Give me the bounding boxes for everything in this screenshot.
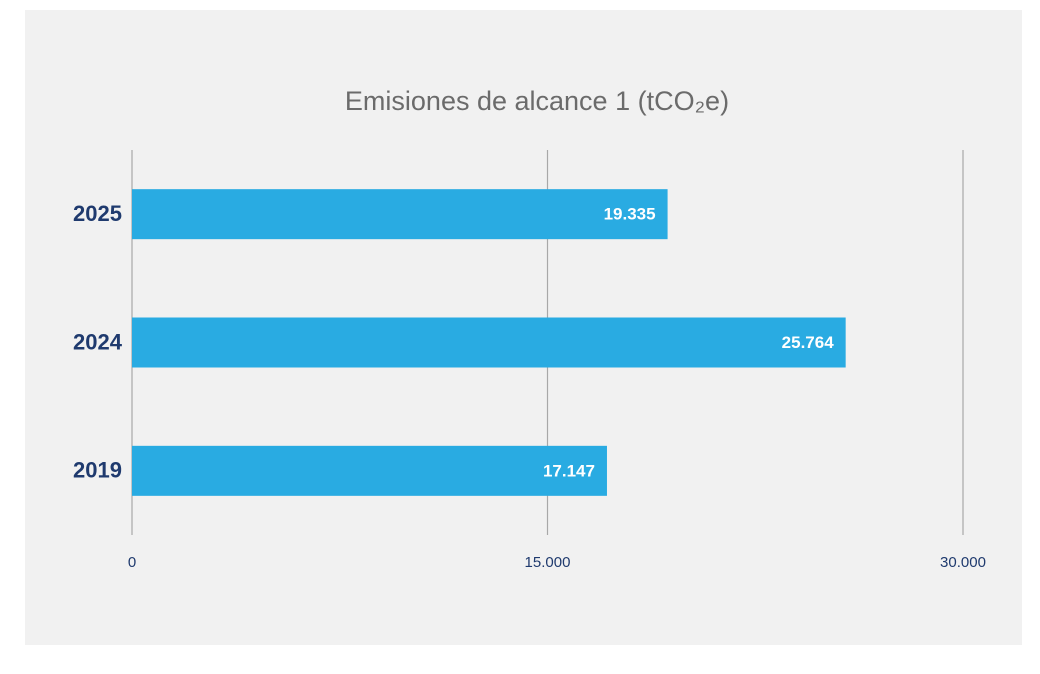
y-tick-label: 2024 <box>73 329 123 354</box>
y-tick-label: 2025 <box>73 201 122 226</box>
value-label: 17.147 <box>543 461 595 480</box>
bar <box>132 189 668 240</box>
bar <box>132 445 607 496</box>
value-label: 19.335 <box>604 205 656 224</box>
value-label: 25.764 <box>782 333 835 352</box>
bar <box>132 317 846 368</box>
y-tick-label: 2019 <box>73 458 122 483</box>
chart-title: Emisiones de alcance 1 (tCO₂e) <box>345 86 729 116</box>
x-tick-label: 15.000 <box>525 554 571 571</box>
x-tick-label: 30.000 <box>940 554 986 571</box>
x-tick-label: 0 <box>128 554 136 571</box>
